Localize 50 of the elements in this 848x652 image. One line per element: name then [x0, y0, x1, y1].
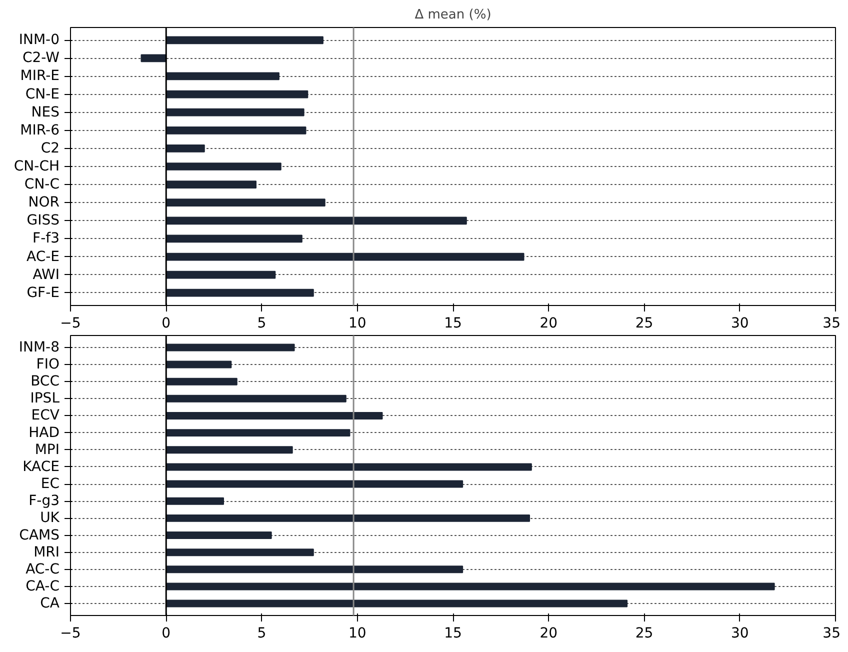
y-tick-label: AC-E: [26, 248, 60, 265]
x-tick-label: 20: [540, 316, 558, 332]
y-tick-label: F-g3: [28, 493, 60, 510]
y-tick-label: MRI: [34, 544, 60, 560]
x-tick-label: 30: [730, 626, 749, 642]
y-tick-label: CN-E: [25, 86, 60, 102]
y-tick-label: AC-C: [26, 561, 60, 578]
x-tick-label: 5: [257, 316, 266, 332]
y-tick-label: HAD: [28, 424, 60, 441]
y-tick-label: C2-W: [22, 50, 60, 66]
x-tick-label: 10: [348, 316, 366, 332]
y-tick-label: GF-E: [26, 284, 60, 301]
x-tick-label: −5: [60, 626, 81, 642]
y-tick-label: MPI: [34, 442, 60, 458]
x-tick-label: 20: [540, 626, 558, 642]
y-tick-label: MIR-E: [20, 68, 60, 84]
y-tick-label: AWI: [32, 266, 60, 283]
y-tick-label: EC: [40, 476, 60, 492]
y-tick-label: NES: [31, 104, 60, 120]
x-tick-label: 0: [162, 626, 171, 642]
chart-title: Δ mean (%): [414, 8, 492, 22]
y-tick-label: MIR-6: [20, 122, 60, 138]
x-tick-label: 10: [348, 626, 366, 642]
x-tick-label: 35: [822, 626, 841, 642]
y-tick-label: CA: [40, 596, 60, 612]
x-tick-label: −5: [60, 316, 81, 332]
y-tick-label: INM-8: [18, 339, 60, 356]
y-tick-label: C2: [40, 140, 60, 156]
y-tick-label: BCC: [30, 374, 60, 390]
y-tick-label: CA-C: [26, 578, 60, 594]
y-tick-label: ECV: [31, 408, 60, 424]
y-tick-label: UK: [40, 510, 60, 526]
y-tick-label: CN-CH: [14, 158, 60, 174]
x-tick-label: 25: [635, 626, 654, 642]
y-tick-label: GISS: [26, 212, 60, 229]
x-tick-label: 15: [444, 626, 462, 642]
x-tick-label: 35: [822, 316, 841, 332]
y-tick-label: INM-0: [18, 32, 60, 48]
x-tick-label: 15: [444, 316, 462, 332]
x-tick-label: 0: [162, 316, 171, 332]
y-tick-label: KACE: [22, 458, 60, 475]
y-tick-label: F-f3: [32, 230, 60, 247]
y-tick-label: CN-C: [24, 176, 60, 193]
y-tick-label: CAMS: [19, 527, 60, 544]
y-tick-label: IPSL: [30, 390, 60, 407]
x-tick-label: 30: [730, 316, 749, 332]
y-tick-label: NOR: [28, 194, 60, 211]
y-tick-label: FIO: [36, 356, 60, 373]
x-tick-label: 25: [635, 316, 654, 332]
x-tick-label: 5: [257, 626, 266, 642]
